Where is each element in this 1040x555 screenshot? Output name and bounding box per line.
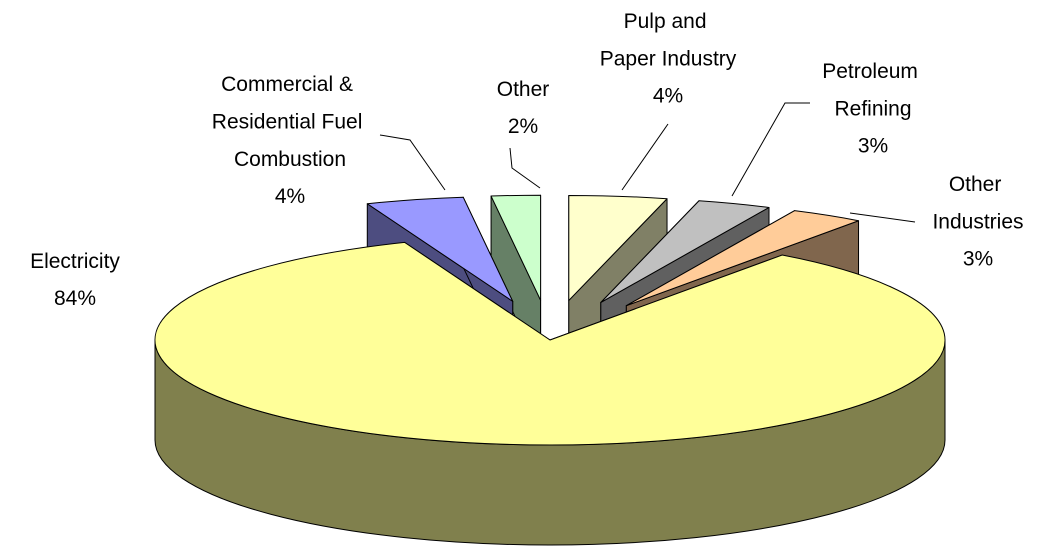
slice-top [568, 194, 668, 301]
slice-top [366, 196, 514, 302]
value-label: 3% [963, 248, 993, 271]
pie-slice [154, 241, 946, 546]
leader-line [379, 134, 446, 191]
value-label: 3% [858, 135, 888, 158]
category-label: Petroleum Refining [822, 60, 924, 121]
category-label: Pulp and Paper Industry [600, 10, 737, 71]
value-label: 2% [508, 115, 538, 138]
category-label: Commercial & Residential Fuel Combustion [212, 73, 368, 171]
leader-line [509, 147, 541, 189]
category-label: Electricity [30, 250, 120, 273]
category-label: Other Industries [932, 173, 1023, 234]
leader-lines [379, 102, 916, 223]
leader-line [731, 102, 810, 197]
slice-top [600, 200, 770, 303]
value-label: 4% [653, 85, 683, 108]
value-label: 4% [275, 185, 305, 208]
slice-top [154, 241, 946, 446]
leader-line [621, 123, 669, 191]
slice-top [625, 210, 860, 307]
slice-top [490, 194, 542, 301]
value-label: 84% [54, 287, 96, 310]
leader-line [849, 212, 916, 223]
category-label: Other [497, 78, 550, 101]
